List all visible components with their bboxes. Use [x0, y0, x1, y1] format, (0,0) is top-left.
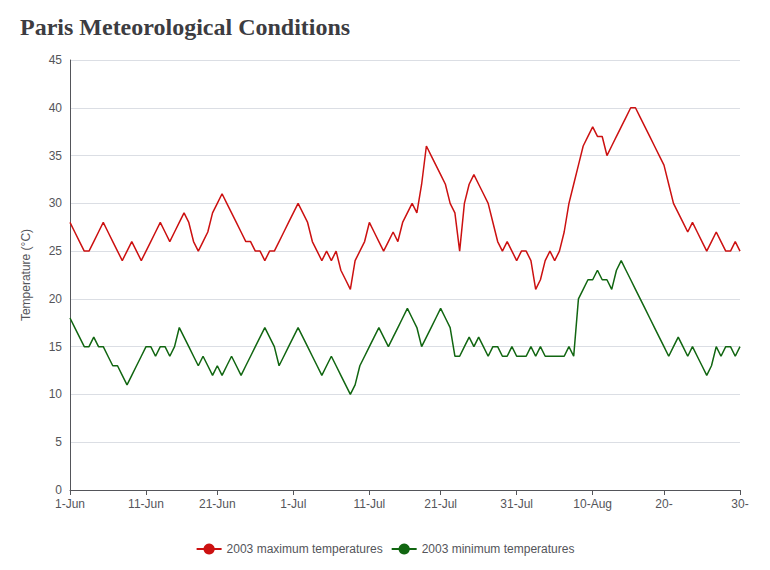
- svg-text:Paris Meteorological Condition: Paris Meteorological Conditions: [20, 14, 350, 40]
- svg-text:5: 5: [55, 435, 62, 449]
- svg-text:45: 45: [49, 53, 63, 67]
- svg-text:10: 10: [49, 387, 63, 401]
- svg-text:30: 30: [49, 196, 63, 210]
- svg-text:30-: 30-: [731, 497, 748, 511]
- svg-text:2003 minimum temperatures: 2003 minimum temperatures: [422, 542, 575, 556]
- svg-text:0: 0: [55, 483, 62, 497]
- svg-text:31-Jul: 31-Jul: [500, 497, 533, 511]
- svg-text:1-Jun: 1-Jun: [55, 497, 85, 511]
- svg-text:10-Aug: 10-Aug: [573, 497, 612, 511]
- svg-text:20: 20: [49, 292, 63, 306]
- svg-text:2003 maximum temperatures: 2003 maximum temperatures: [227, 542, 383, 556]
- svg-text:40: 40: [49, 101, 63, 115]
- svg-text:25: 25: [49, 244, 63, 258]
- svg-text:21-Jul: 21-Jul: [424, 497, 457, 511]
- svg-text:1-Jul: 1-Jul: [280, 497, 306, 511]
- svg-text:15: 15: [49, 340, 63, 354]
- svg-text:20-: 20-: [655, 497, 672, 511]
- svg-text:11-Jun: 11-Jun: [128, 497, 164, 511]
- svg-text:35: 35: [49, 149, 63, 163]
- svg-text:Temperature (°C): Temperature (°C): [19, 229, 33, 321]
- svg-text:11-Jul: 11-Jul: [353, 497, 385, 511]
- svg-text:21-Jun: 21-Jun: [199, 497, 236, 511]
